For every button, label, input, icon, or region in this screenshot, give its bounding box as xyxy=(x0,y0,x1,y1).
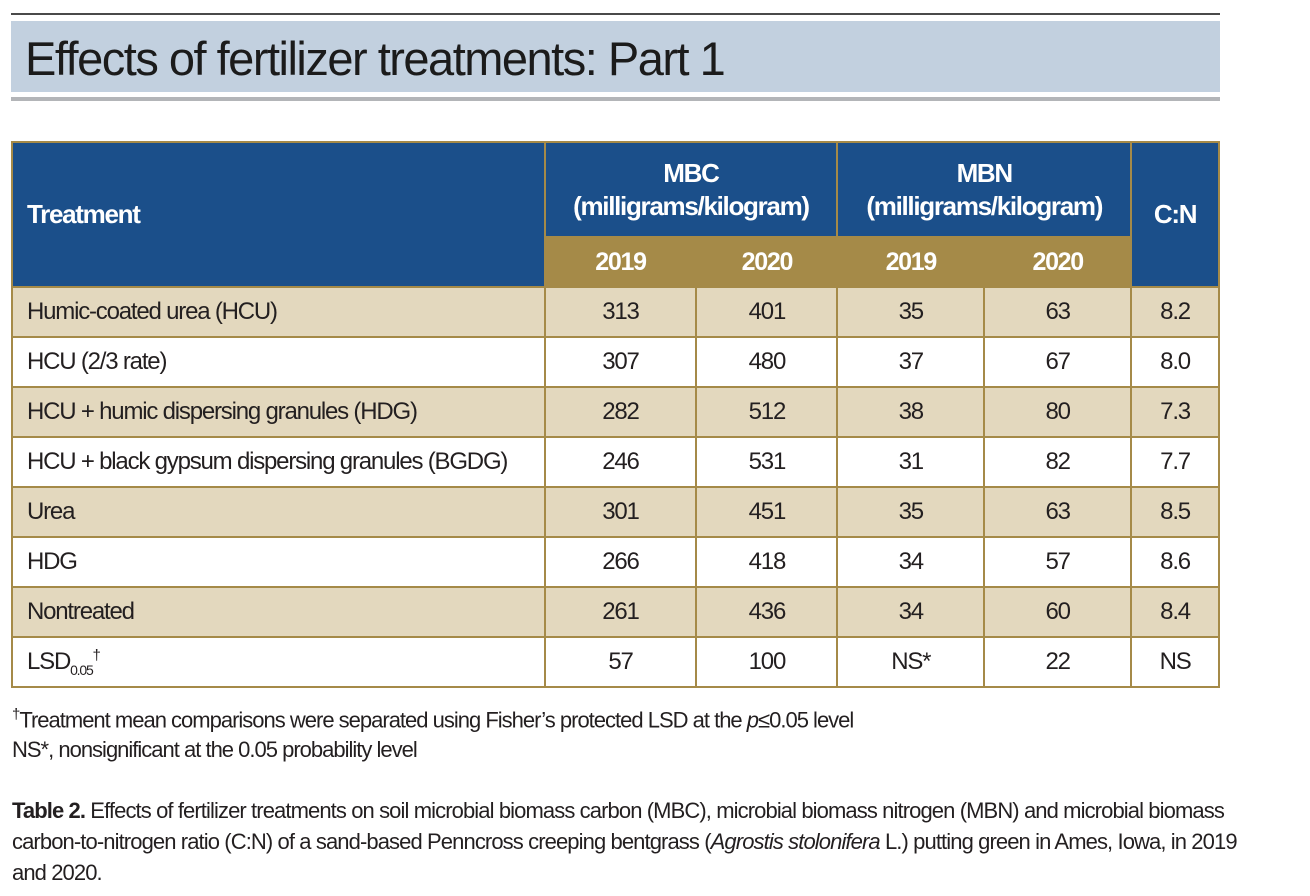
table-cell: 307 xyxy=(543,336,698,388)
table-row: HDG 266 418 34 57 8.6 xyxy=(11,536,1220,588)
table-cell: 34 xyxy=(836,536,986,588)
title-underline xyxy=(11,97,1220,101)
header-treatment: Treatment xyxy=(11,141,546,288)
treatment-name: HCU + humic dispersing granules (HDG) xyxy=(11,386,546,438)
treatment-name: HCU + black gypsum dispersing granules (… xyxy=(11,436,546,488)
header-year: 2019 xyxy=(836,236,986,288)
results-table: Treatment MBC (milligrams/kilogram) MBN (m… xyxy=(11,141,1220,688)
table-cell: 35 xyxy=(836,286,986,338)
table-cell: 57 xyxy=(543,636,698,688)
table-row: HCU + black gypsum dispersing granules (… xyxy=(11,436,1220,488)
footnote-ns: NS*, nonsignificant at the 0.05 probabil… xyxy=(12,737,418,763)
treatment-name: Humic-coated urea (HCU) xyxy=(11,286,546,338)
table-cell: 31 xyxy=(836,436,986,488)
table-cell: 67 xyxy=(983,336,1133,388)
table-cell: 22 xyxy=(983,636,1133,688)
footnotes: †Treatment mean comparisons were separat… xyxy=(12,700,854,765)
table-cell: 38 xyxy=(836,386,986,438)
lsd-row: LSD0.05† 57 100 NS* 22 NS xyxy=(11,636,1220,688)
table-row: Humic-coated urea (HCU) 313 401 35 63 8.2 xyxy=(11,286,1220,338)
header-year: 2019 xyxy=(543,236,698,288)
page-title: Effects of fertilizer treatments: Part 1 xyxy=(25,32,726,85)
table-cell: 282 xyxy=(543,386,698,438)
table-cell: 8.2 xyxy=(1130,286,1220,338)
top-rule xyxy=(11,13,1220,15)
table-row: Urea 301 451 35 63 8.5 xyxy=(11,486,1220,538)
header-cn: C:N xyxy=(1130,141,1220,288)
table-cell: 8.0 xyxy=(1130,336,1220,388)
table-cell: 8.4 xyxy=(1130,586,1220,638)
header-year: 2020 xyxy=(695,236,839,288)
treatment-name: HCU (2/3 rate) xyxy=(11,336,546,388)
table-cell: 266 xyxy=(543,536,698,588)
lsd-label: LSD0.05† xyxy=(11,636,546,688)
table-cell: 480 xyxy=(695,336,839,388)
table-cell: 531 xyxy=(695,436,839,488)
table-cell: 34 xyxy=(836,586,986,638)
footnote-lsd: †Treatment mean comparisons were separat… xyxy=(12,706,854,733)
title-band: Effects of fertilizer treatments: Part 1 xyxy=(11,21,1220,92)
table-cell: 57 xyxy=(983,536,1133,588)
header-year: 2020 xyxy=(983,236,1133,288)
treatment-name: Nontreated xyxy=(11,586,546,638)
table-cell: 512 xyxy=(695,386,839,438)
table-cell: 100 xyxy=(695,636,839,688)
table-cell: 35 xyxy=(836,486,986,538)
table-row: HCU + humic dispersing granules (HDG) 282… xyxy=(11,386,1220,438)
table-cell: 401 xyxy=(695,286,839,338)
table-cell: NS* xyxy=(836,636,986,688)
table-cell: 7.3 xyxy=(1130,386,1220,438)
table-cell: NS xyxy=(1130,636,1220,688)
treatment-name: HDG xyxy=(11,536,546,588)
table-cell: 63 xyxy=(983,286,1133,338)
table-cell: 261 xyxy=(543,586,698,638)
treatment-name: Urea xyxy=(11,486,546,538)
table-cell: 80 xyxy=(983,386,1133,438)
table-cell: 8.6 xyxy=(1130,536,1220,588)
table-row: HCU (2/3 rate) 307 480 37 67 8.0 xyxy=(11,336,1220,388)
table-cell: 301 xyxy=(543,486,698,538)
table-cell: 82 xyxy=(983,436,1133,488)
table-cell: 246 xyxy=(543,436,698,488)
table-cell: 8.5 xyxy=(1130,486,1220,538)
table-cell: 7.7 xyxy=(1130,436,1220,488)
table-row: Nontreated 261 436 34 60 8.4 xyxy=(11,586,1220,638)
table-cell: 436 xyxy=(695,586,839,638)
table-cell: 451 xyxy=(695,486,839,538)
table-cell: 37 xyxy=(836,336,986,388)
header-mbc: MBC (milligrams/kilogram) xyxy=(543,141,839,238)
table-cell: 313 xyxy=(543,286,698,338)
table-cell: 60 xyxy=(983,586,1133,638)
table-cell: 63 xyxy=(983,486,1133,538)
table-cell: 418 xyxy=(695,536,839,588)
table-caption: Table 2. Effects of fertilizer treatment… xyxy=(12,798,1238,885)
header-mbn: MBN (milligrams/kilogram) xyxy=(836,141,1133,238)
